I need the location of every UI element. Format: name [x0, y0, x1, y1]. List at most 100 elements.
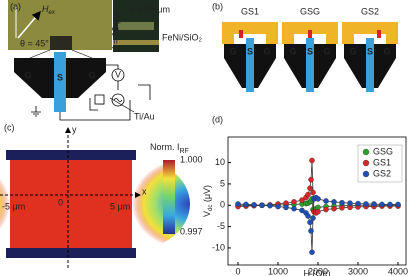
label: (c) [4, 122, 15, 132]
inset-strip [118, 22, 154, 30]
data-point [331, 205, 337, 212]
series-line [237, 197, 398, 253]
data-point [387, 201, 393, 208]
colorbar-title-sub: RF [180, 148, 189, 155]
label: y [72, 124, 77, 134]
pad [222, 22, 278, 44]
ground [31, 106, 41, 117]
series-line [237, 160, 398, 214]
data-point [315, 208, 321, 215]
electrode-top [6, 150, 136, 160]
field-label: Hex [42, 4, 56, 15]
data-point [251, 202, 257, 208]
y-label-sub: dc [208, 205, 214, 211]
data-point [309, 157, 315, 164]
data-point [355, 200, 361, 207]
label: H (Oe) [304, 268, 331, 276]
data-point [323, 206, 329, 213]
label: (a) [10, 1, 21, 11]
signal-line [246, 38, 254, 92]
label: Ti/Au [134, 111, 155, 121]
label: S [367, 46, 373, 56]
data-point [339, 205, 345, 211]
legend-marker [362, 159, 370, 167]
label: 1000 [268, 266, 288, 276]
label: G [289, 46, 296, 56]
label: FeNi/SiO₂ [162, 32, 203, 42]
plot-frame [227, 136, 407, 266]
label: 0 [235, 266, 240, 276]
data-point [308, 176, 314, 183]
data-point [395, 201, 401, 208]
label: 5 μm [110, 201, 130, 211]
data-point [305, 191, 311, 198]
label: 5 [220, 178, 225, 188]
signal-line [366, 38, 374, 92]
data-point [331, 199, 337, 205]
data-point [310, 215, 316, 221]
inset-bar [113, 40, 159, 45]
label: 0.997 [180, 226, 203, 236]
label: -5 [217, 221, 225, 231]
label: 2000 [308, 266, 328, 276]
label: (d) [212, 114, 223, 124]
colorbar-title: Norm. IRF [150, 142, 189, 154]
data-point [267, 202, 273, 209]
y-axis-label: Vdc (μV) [202, 185, 213, 217]
field-main: H [42, 4, 49, 14]
pad [342, 22, 398, 44]
data-point [315, 196, 321, 202]
electrode-bottom [6, 248, 136, 258]
signal-line [54, 52, 66, 112]
data-point [363, 201, 369, 207]
data-point [283, 204, 289, 211]
data-point [299, 197, 305, 203]
label: -5 μm [2, 201, 25, 211]
y-label-unit: (μV) [202, 185, 212, 205]
data-point [291, 205, 297, 212]
pointer [109, 97, 135, 113]
data-point [310, 189, 316, 196]
label: 3000 [348, 266, 368, 276]
label: G [323, 46, 330, 56]
label: V [115, 69, 121, 79]
sample [377, 30, 381, 38]
label: θ = 45° [20, 38, 49, 48]
sample [308, 30, 312, 38]
rf-wave [113, 98, 123, 102]
label: S [307, 46, 313, 56]
label: G [24, 70, 31, 80]
data-point [307, 185, 313, 191]
data-point [307, 219, 313, 226]
data-point [339, 199, 345, 206]
y-label-main: V [202, 211, 212, 217]
data-point [379, 201, 385, 208]
colorbar-title-main: Norm. I [150, 142, 180, 152]
label: G [349, 46, 356, 56]
label: S [57, 72, 63, 82]
map-region [0, 158, 68, 250]
label: x [142, 186, 147, 196]
sample [239, 30, 243, 38]
data-point [305, 213, 311, 219]
signal-line [306, 38, 314, 92]
voltmeter [111, 68, 125, 82]
label: G [383, 46, 390, 56]
circuit [59, 64, 151, 121]
field-sub: ex [49, 10, 56, 16]
data-point [371, 201, 377, 207]
data-point [309, 249, 315, 255]
label: 0 [58, 197, 63, 207]
label: w = 10 μm [127, 4, 170, 14]
label: (b) [212, 1, 223, 11]
data-point [275, 203, 281, 210]
data-point [243, 201, 249, 208]
map-region [74, 158, 190, 250]
pointer [29, 49, 51, 59]
label: G [229, 46, 236, 56]
data-point [291, 199, 297, 205]
label: G [88, 70, 95, 80]
pointer [71, 49, 93, 59]
label: l = 10 μm [110, 11, 120, 48]
